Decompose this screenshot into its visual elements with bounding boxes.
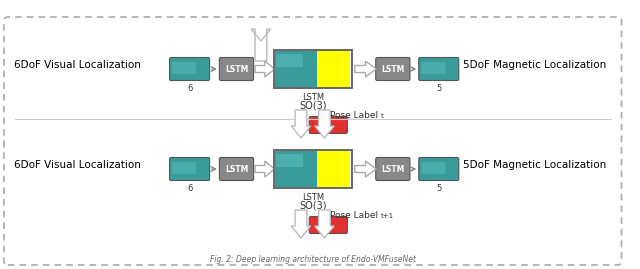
Bar bbox=[275, 51, 317, 87]
Text: Pose Label: Pose Label bbox=[330, 111, 378, 121]
Bar bbox=[317, 151, 350, 187]
FancyBboxPatch shape bbox=[170, 158, 210, 180]
Polygon shape bbox=[251, 29, 271, 61]
FancyBboxPatch shape bbox=[4, 17, 621, 265]
Bar bbox=[276, 154, 303, 167]
FancyBboxPatch shape bbox=[376, 158, 410, 180]
Text: LSTM: LSTM bbox=[381, 165, 404, 174]
Text: Fig. 2: Deep learning architecture of Endo-VMFuseNet: Fig. 2: Deep learning architecture of En… bbox=[210, 254, 416, 264]
Text: LSTM: LSTM bbox=[381, 65, 404, 73]
Text: 5: 5 bbox=[436, 184, 442, 193]
Polygon shape bbox=[255, 161, 275, 177]
Text: LSTM: LSTM bbox=[301, 193, 324, 202]
FancyBboxPatch shape bbox=[309, 217, 348, 233]
FancyBboxPatch shape bbox=[421, 162, 445, 174]
Bar bbox=[317, 51, 350, 87]
Text: LSTM: LSTM bbox=[225, 165, 248, 174]
Text: 5: 5 bbox=[436, 84, 442, 93]
Bar bbox=[274, 150, 352, 188]
Polygon shape bbox=[291, 210, 311, 238]
FancyBboxPatch shape bbox=[172, 62, 196, 74]
Polygon shape bbox=[315, 210, 334, 238]
FancyBboxPatch shape bbox=[419, 58, 459, 80]
Polygon shape bbox=[291, 110, 311, 138]
Bar bbox=[274, 50, 352, 88]
Polygon shape bbox=[315, 110, 334, 138]
FancyBboxPatch shape bbox=[172, 162, 196, 174]
FancyBboxPatch shape bbox=[419, 158, 459, 180]
Text: LSTM: LSTM bbox=[301, 93, 324, 102]
FancyBboxPatch shape bbox=[220, 58, 253, 80]
Text: 6DoF Visual Localization: 6DoF Visual Localization bbox=[13, 160, 141, 170]
Text: 5DoF Magnetic Localization: 5DoF Magnetic Localization bbox=[463, 160, 607, 170]
Text: 5DoF Magnetic Localization: 5DoF Magnetic Localization bbox=[463, 60, 607, 70]
Text: t: t bbox=[381, 113, 384, 119]
Text: 6: 6 bbox=[187, 84, 192, 93]
Polygon shape bbox=[255, 61, 275, 77]
Text: SO(3): SO(3) bbox=[299, 201, 326, 211]
Text: 6: 6 bbox=[187, 184, 192, 193]
Polygon shape bbox=[355, 61, 376, 77]
Text: 6DoF Visual Localization: 6DoF Visual Localization bbox=[13, 60, 141, 70]
FancyBboxPatch shape bbox=[220, 158, 253, 180]
Polygon shape bbox=[355, 161, 376, 177]
FancyBboxPatch shape bbox=[309, 116, 348, 133]
Bar bbox=[275, 151, 317, 187]
FancyBboxPatch shape bbox=[421, 62, 445, 74]
Bar bbox=[276, 54, 303, 67]
Text: Pose Label: Pose Label bbox=[330, 211, 378, 221]
FancyBboxPatch shape bbox=[170, 58, 210, 80]
Text: SO(3): SO(3) bbox=[299, 101, 326, 111]
Text: t+1: t+1 bbox=[381, 213, 394, 219]
Bar bbox=[274, 50, 352, 88]
Text: LSTM: LSTM bbox=[225, 65, 248, 73]
Bar bbox=[274, 150, 352, 188]
FancyBboxPatch shape bbox=[376, 58, 410, 80]
